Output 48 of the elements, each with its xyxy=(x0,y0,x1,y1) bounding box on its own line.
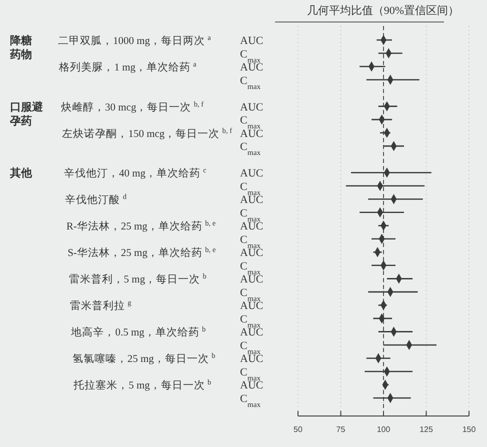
text: R-华法林，25 mg，单次给药 $^{b, e}$ xyxy=(66,218,216,233)
text: 二甲双胍，1000 mg，每日两次 $^{a}$ xyxy=(58,32,212,47)
text: 雷米普利，5 mg，每日一次 $^{b}$ xyxy=(68,271,207,286)
y-tick-label: AUC xyxy=(240,194,264,206)
y-tick-label: AUC xyxy=(240,35,264,47)
y-tick-label: AUC xyxy=(240,274,264,286)
y-tick-label: C$_{max}$ xyxy=(240,141,261,157)
text: 托拉塞米，5 mg，每日一次 $^{b}$ xyxy=(72,377,212,392)
y-tick-label: AUC xyxy=(240,220,264,233)
y-tick-label: C$_{max}$ xyxy=(240,207,261,223)
text: 雷米普利拉 $^{g}$ xyxy=(70,298,132,312)
y-tick-label: C$_{max}$ xyxy=(240,180,261,196)
text: 地高辛，0.5 mg，单次给药 $^{b}$ xyxy=(70,324,206,339)
y-tick-label: C$_{max}$ xyxy=(240,313,261,329)
text: 口服避孕药 xyxy=(9,100,44,128)
y-tick-label: C$_{max}$ xyxy=(240,393,261,408)
y-tick-label: AUC xyxy=(240,353,264,366)
x-tick-label: 50 xyxy=(294,424,303,434)
y-tick-label: AUC xyxy=(240,168,264,180)
y-tick-label: AUC xyxy=(240,62,264,74)
y-tick-label: C$_{max}$ xyxy=(240,234,261,250)
y-tick-label: AUC xyxy=(240,128,264,140)
text: 左炔诺孕酮，150 mcg，每日一次 $^{b, f}$ xyxy=(62,125,233,140)
text: 辛伐他汀，40 mg，单次给药 $^{c}$ xyxy=(64,165,208,180)
y-tick-label: C$_{max}$ xyxy=(240,286,261,302)
x-tick-label: 125 xyxy=(420,424,434,434)
y-tick-label: C$_{max}$ xyxy=(240,74,261,90)
y-tick-label: C$_{max}$ xyxy=(240,260,261,276)
y-tick-label: AUC xyxy=(240,326,264,339)
text: S-华法林，25 mg，单次给药 $^{b, e}$ xyxy=(68,244,216,260)
text: 格列美脲，1 mg，单次给药 $^{a}$ xyxy=(58,59,198,74)
text: 炔雌醇，30 mcg，每日一次 $^{b, f}$ xyxy=(61,98,204,114)
x-tick-label: 100 xyxy=(376,424,391,434)
text: 氢氯噻嗪，25 mg，每日一次 $^{b}$ xyxy=(72,350,216,366)
x-tick-label: 150 xyxy=(462,424,476,434)
text: 其他 xyxy=(9,166,33,180)
text: 降糖药物 xyxy=(9,34,32,61)
y-tick-label: AUC xyxy=(240,247,264,260)
chart-title: 几何平均比值（90%置信区间） xyxy=(306,4,460,17)
y-tick-label: C$_{max}$ xyxy=(240,366,261,382)
y-tick-label: C$_{max}$ xyxy=(240,340,261,356)
y-tick-label: C$_{max}$ xyxy=(240,48,261,64)
y-tick-label: C$_{max}$ xyxy=(240,114,261,130)
y-tick-label: AUC xyxy=(240,101,264,114)
x-tick-label: 75 xyxy=(336,424,346,434)
y-tick-label: AUC xyxy=(240,300,264,312)
y-tick-label: AUC xyxy=(240,380,264,392)
text: 辛伐他汀酸 $^{d}$ xyxy=(65,192,127,206)
